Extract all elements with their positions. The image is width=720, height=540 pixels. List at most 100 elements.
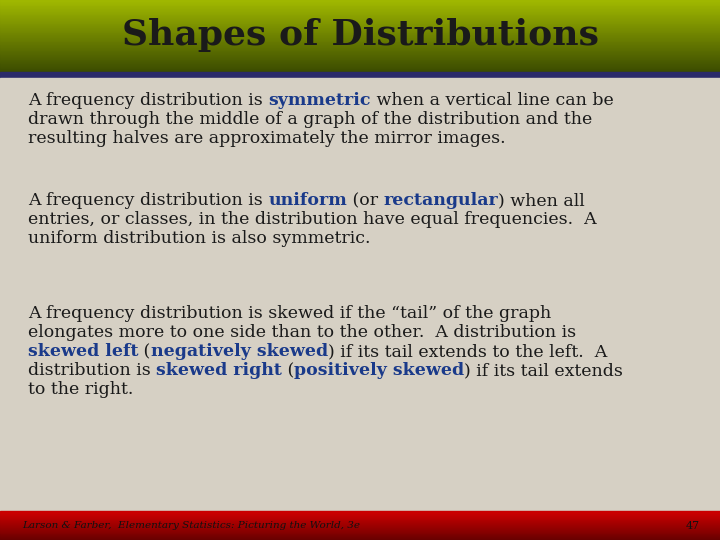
- Bar: [0, 55, 720, 56]
- Text: A frequency distribution is skewed if the “tail” of the graph: A frequency distribution is skewed if th…: [28, 305, 552, 322]
- Bar: [0, 53, 720, 55]
- Bar: [0, 30, 720, 31]
- Bar: [0, 518, 720, 519]
- Bar: [0, 18, 720, 20]
- Text: negatively skewed: negatively skewed: [150, 343, 328, 360]
- Bar: [0, 59, 720, 60]
- Bar: [0, 26, 720, 28]
- Text: uniform: uniform: [269, 192, 347, 209]
- Bar: [0, 519, 720, 521]
- Bar: [0, 523, 720, 524]
- Bar: [0, 78, 720, 512]
- Bar: [0, 64, 720, 66]
- Bar: [0, 525, 720, 527]
- Bar: [0, 5, 720, 6]
- Text: uniform distribution is also symmetric.: uniform distribution is also symmetric.: [28, 230, 371, 247]
- Bar: [0, 47, 720, 49]
- Text: A frequency distribution is: A frequency distribution is: [28, 92, 269, 109]
- Bar: [0, 17, 720, 18]
- Bar: [0, 33, 720, 35]
- Bar: [0, 514, 720, 515]
- Bar: [0, 20, 720, 22]
- Bar: [0, 63, 720, 65]
- Bar: [0, 9, 720, 10]
- Text: when a vertical line can be: when a vertical line can be: [371, 92, 613, 109]
- Text: A frequency distribution is: A frequency distribution is: [28, 192, 269, 209]
- Bar: [0, 12, 720, 14]
- Bar: [0, 33, 720, 34]
- Bar: [0, 534, 720, 535]
- Bar: [0, 13, 720, 15]
- Bar: [0, 44, 720, 45]
- Bar: [0, 515, 720, 517]
- Bar: [0, 66, 720, 68]
- Bar: [0, 6, 720, 7]
- Bar: [0, 1, 720, 3]
- Bar: [0, 520, 720, 521]
- Bar: [0, 536, 720, 537]
- Text: skewed left: skewed left: [28, 343, 138, 360]
- Bar: [0, 72, 720, 78]
- Text: (: (: [138, 343, 150, 360]
- Bar: [0, 22, 720, 23]
- Text: skewed right: skewed right: [156, 362, 282, 379]
- Text: elongates more to one side than to the other.  A distribution is: elongates more to one side than to the o…: [28, 324, 576, 341]
- Text: symmetric: symmetric: [269, 92, 371, 109]
- Bar: [0, 9, 720, 11]
- Bar: [0, 51, 720, 52]
- Text: Larson & Farber,  Elementary Statistics: Picturing the World, 3e: Larson & Farber, Elementary Statistics: …: [22, 522, 360, 530]
- Text: entries, or classes, in the distribution have equal frequencies.  A: entries, or classes, in the distribution…: [28, 211, 597, 228]
- Bar: [0, 28, 720, 30]
- Bar: [0, 52, 720, 53]
- Bar: [0, 39, 720, 40]
- Text: to the right.: to the right.: [28, 381, 133, 398]
- Bar: [0, 24, 720, 25]
- Bar: [0, 17, 720, 19]
- Bar: [0, 28, 720, 29]
- Bar: [0, 3, 720, 4]
- Bar: [0, 29, 720, 31]
- Text: drawn through the middle of a graph of the distribution and the: drawn through the middle of a graph of t…: [28, 111, 593, 128]
- Bar: [0, 517, 720, 518]
- Bar: [0, 4, 720, 5]
- Bar: [0, 14, 720, 15]
- Bar: [0, 57, 720, 58]
- Bar: [0, 63, 720, 64]
- Bar: [0, 11, 720, 12]
- Text: Shapes of Distributions: Shapes of Distributions: [122, 18, 598, 52]
- Bar: [0, 31, 720, 32]
- Bar: [0, 56, 720, 58]
- Bar: [0, 538, 720, 540]
- Text: resulting halves are approximately the mirror images.: resulting halves are approximately the m…: [28, 130, 505, 147]
- Text: positively skewed: positively skewed: [294, 362, 464, 379]
- Bar: [0, 35, 720, 36]
- Text: rectangular: rectangular: [384, 192, 498, 209]
- Bar: [0, 67, 720, 69]
- Bar: [0, 25, 720, 26]
- Bar: [0, 36, 720, 38]
- Bar: [0, 516, 720, 518]
- Bar: [0, 50, 720, 51]
- Bar: [0, 16, 720, 17]
- Bar: [0, 40, 720, 42]
- Text: (or: (or: [347, 192, 384, 209]
- Bar: [0, 19, 720, 21]
- Bar: [0, 45, 720, 47]
- Bar: [0, 0, 720, 1]
- Text: ) if its tail extends: ) if its tail extends: [464, 362, 624, 379]
- Bar: [0, 60, 720, 61]
- Bar: [0, 538, 720, 539]
- Bar: [0, 531, 720, 532]
- Bar: [0, 21, 720, 23]
- Bar: [0, 55, 720, 57]
- Bar: [0, 6, 720, 8]
- Bar: [0, 70, 720, 71]
- Bar: [0, 1, 720, 2]
- Bar: [0, 522, 720, 523]
- Bar: [0, 25, 720, 27]
- Bar: [0, 44, 720, 46]
- Text: (: (: [282, 362, 294, 379]
- Text: 47: 47: [686, 521, 700, 531]
- Bar: [0, 46, 720, 48]
- Bar: [0, 511, 720, 513]
